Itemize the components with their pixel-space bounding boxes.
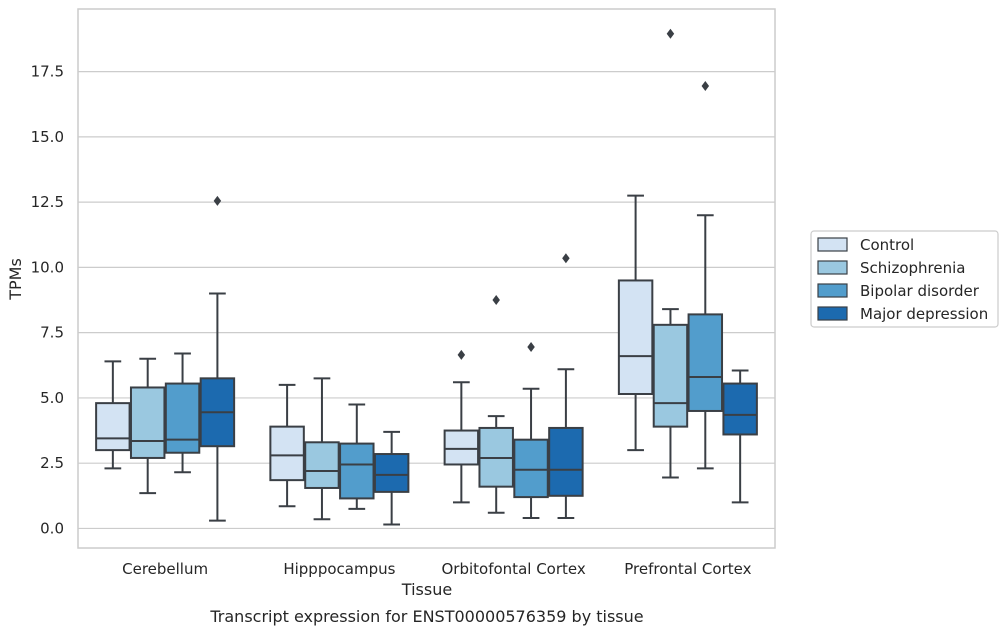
y-tick-labels: 0.0 2.5 5.0 7.5 10.0 12.5 15.0 17.5 <box>31 63 64 538</box>
plot-frame <box>77 8 776 549</box>
y-axis-label: TPMs <box>6 258 25 301</box>
legend-swatch <box>817 260 848 275</box>
box-2-1 <box>269 383 305 508</box>
x-tick-label: Orbitofontal Cortex <box>442 560 586 578</box>
box-body <box>304 441 340 489</box>
outlier-point <box>492 295 500 306</box>
box-body <box>269 425 305 482</box>
box-body <box>339 442 375 500</box>
y-tick-label: 12.5 <box>31 193 64 211</box>
box-4-4 <box>722 369 758 504</box>
legend: Control Schizophrenia Bipolar disorder Majo… <box>810 230 999 328</box>
box-1-2 <box>129 357 166 495</box>
x-axis-label: Tissue <box>401 580 452 599</box>
legend-label: Control <box>860 236 914 254</box>
box-body <box>129 386 166 459</box>
y-tick-label: 10.0 <box>31 258 64 276</box>
box-1-3 <box>164 352 201 474</box>
boxes <box>95 28 758 526</box>
box-1-1 <box>95 360 131 470</box>
legend-label: Schizophrenia <box>860 259 965 277</box>
y-tick-label: 0.0 <box>40 519 64 537</box>
box-4-1 <box>617 194 654 452</box>
y-tick-label: 17.5 <box>31 63 64 81</box>
chart-caption: Transcript expression for ENST0000057635… <box>209 607 643 626</box>
box-body <box>722 382 758 436</box>
outlier-point <box>213 195 222 206</box>
box-4-3 <box>687 81 724 470</box>
x-tick-label: Cerebellum <box>122 560 208 578</box>
box-1-4 <box>199 195 236 522</box>
box-2-2 <box>304 377 340 521</box>
box-4-2 <box>652 28 689 479</box>
outlier-point <box>562 253 570 264</box>
legend-label: Bipolar disorder <box>860 282 980 300</box>
box-body <box>548 426 584 497</box>
legend-swatch <box>817 306 848 321</box>
box-body <box>164 382 201 454</box>
x-tick-label: Hipppocampus <box>283 560 395 578</box>
x-tick-labels: Cerebellum Hipppocampus Orbitofontal Corte… <box>122 560 751 578</box>
box-2-4 <box>373 430 410 526</box>
box-body <box>652 323 689 428</box>
legend-swatch <box>817 283 848 298</box>
box-body <box>513 438 549 499</box>
box-body <box>373 453 410 493</box>
box-body <box>687 313 724 412</box>
box-3-3 <box>513 342 549 519</box>
y-tick-label: 15.0 <box>31 128 64 146</box>
box-body <box>443 429 480 466</box>
outlier-point <box>666 28 675 39</box>
outlier-point <box>701 81 710 91</box>
x-tick-label: Prefrontal Cortex <box>624 560 751 578</box>
legend-swatch <box>817 237 848 252</box>
box-2-3 <box>339 403 375 510</box>
box-body <box>617 279 654 396</box>
box-3-2 <box>478 295 514 514</box>
outlier-point <box>527 342 535 353</box>
y-tick-label: 5.0 <box>40 389 64 407</box>
box-3-1 <box>443 349 480 504</box>
y-tick-label: 7.5 <box>40 324 64 342</box>
legend-frame <box>810 230 999 328</box>
box-body <box>95 402 131 452</box>
legend-label: Major depression <box>860 305 988 323</box>
outlier-point <box>457 349 466 360</box>
y-tick-label: 2.5 <box>40 454 64 472</box>
box-3-4 <box>548 253 584 519</box>
